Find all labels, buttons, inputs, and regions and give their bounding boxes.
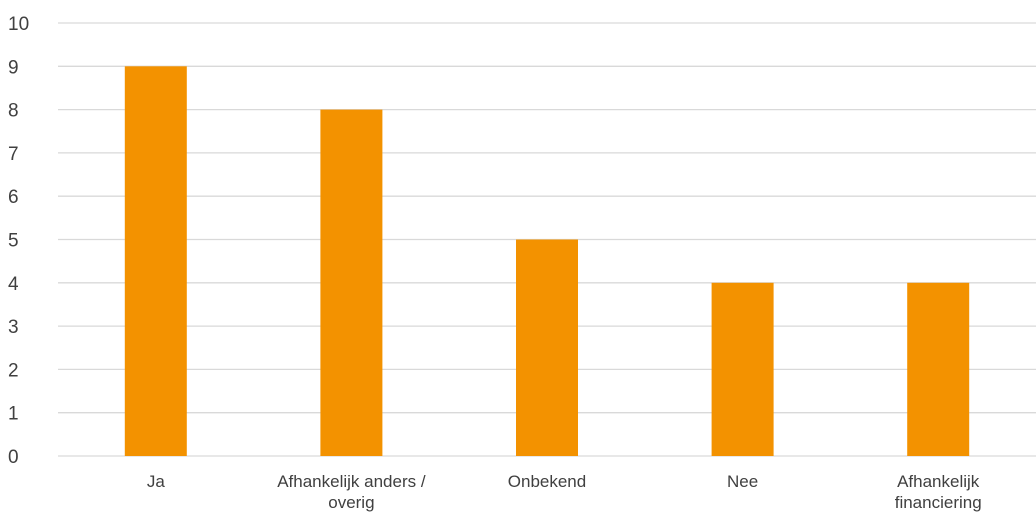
- bar: [124, 66, 187, 457]
- x-category-label: Nee: [727, 472, 758, 491]
- y-tick-label: 1: [8, 404, 19, 425]
- bar: [711, 282, 774, 456]
- x-category-label: financiering: [895, 493, 982, 512]
- y-tick-label: 3: [8, 317, 19, 338]
- x-axis-category-labels: Ja Afhankelijk anders / overig Onbekend Nee A…: [147, 472, 982, 512]
- bar: [516, 239, 578, 456]
- y-tick-label: 6: [8, 187, 19, 208]
- bar: [907, 282, 970, 456]
- y-axis-tick-labels: 0 1 2 3 4 5 6 7 8 9 10: [8, 14, 29, 468]
- x-category-label: Afhankelijk: [897, 472, 980, 491]
- bars: [124, 66, 970, 457]
- y-tick-label: 2: [8, 360, 19, 381]
- y-tick-label: 8: [8, 101, 19, 122]
- y-tick-label: 10: [8, 14, 29, 35]
- y-tick-label: 9: [8, 57, 19, 78]
- y-tick-label: 5: [8, 231, 19, 252]
- y-tick-label: 0: [8, 447, 19, 468]
- y-tick-label: 7: [8, 144, 19, 165]
- bar: [320, 109, 383, 456]
- x-category-label: Onbekend: [508, 472, 586, 491]
- x-category-label: Ja: [147, 472, 166, 491]
- x-category-label: overig: [328, 493, 374, 512]
- x-category-label: Afhankelijk anders /: [277, 472, 426, 491]
- y-tick-label: 4: [8, 274, 19, 295]
